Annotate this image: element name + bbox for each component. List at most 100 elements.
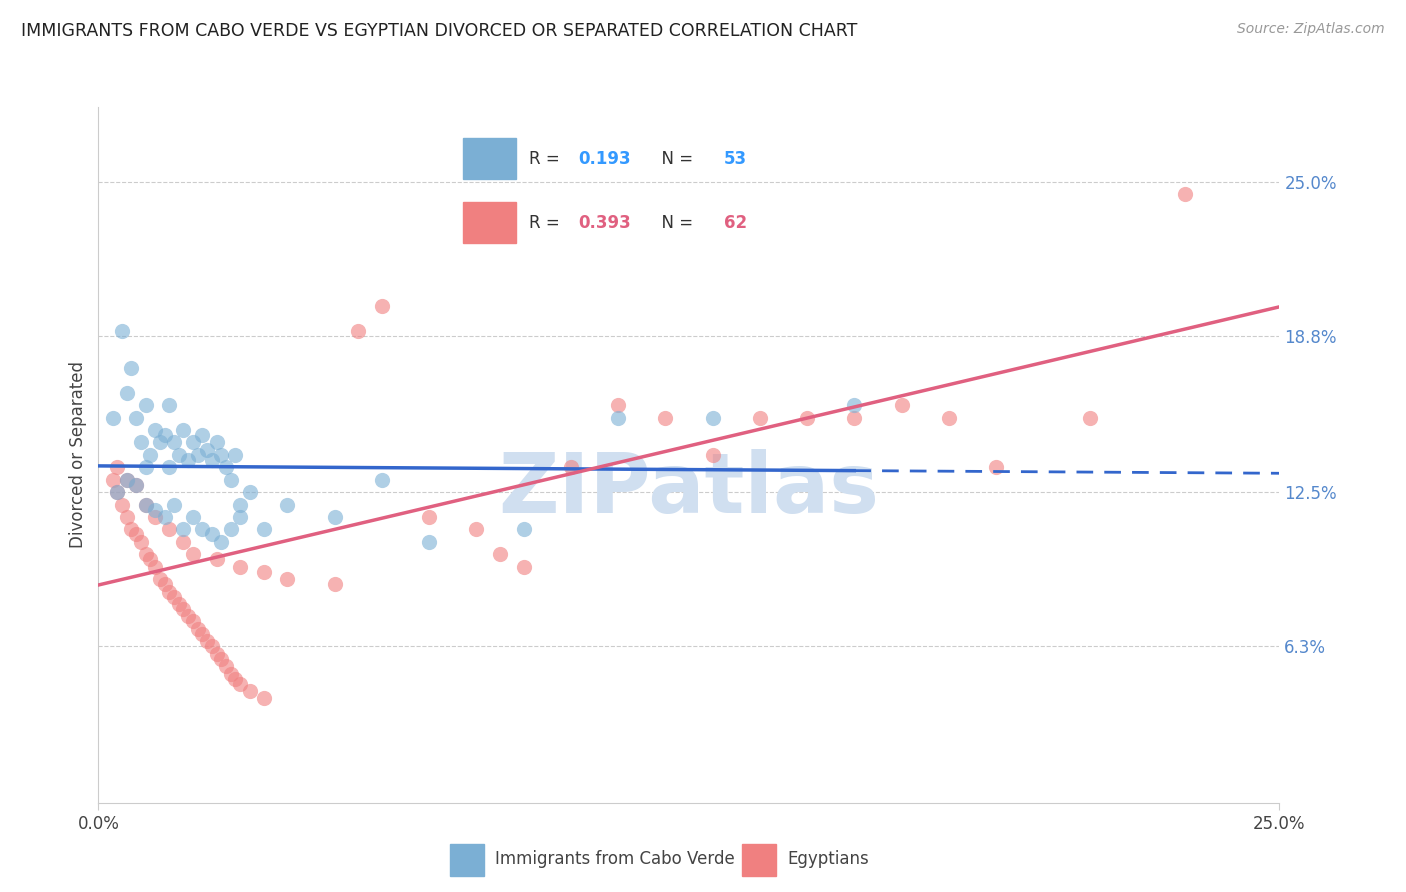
- Point: [181, 547, 204, 561]
- Point: [125, 477, 148, 491]
- Point: [129, 535, 152, 549]
- Point: [115, 473, 138, 487]
- Point: [157, 584, 180, 599]
- Point: [512, 559, 534, 574]
- Point: [129, 435, 152, 450]
- Point: [347, 324, 370, 338]
- Point: [253, 523, 276, 537]
- Point: [489, 547, 512, 561]
- Point: [394, 25, 416, 39]
- Point: [181, 510, 204, 524]
- Point: [135, 398, 157, 412]
- Point: [253, 565, 276, 579]
- Point: [418, 535, 440, 549]
- Point: [219, 523, 242, 537]
- Point: [191, 428, 214, 442]
- Point: [195, 634, 218, 648]
- Point: [172, 535, 194, 549]
- Point: [135, 460, 157, 475]
- Point: [1080, 410, 1102, 425]
- Point: [153, 428, 176, 442]
- Point: [219, 473, 242, 487]
- Point: [111, 324, 134, 338]
- Point: [209, 448, 232, 462]
- Point: [229, 559, 252, 574]
- Point: [143, 502, 166, 516]
- Point: [143, 510, 166, 524]
- Point: [111, 498, 134, 512]
- Point: [201, 453, 224, 467]
- Point: [135, 498, 157, 512]
- Point: [157, 523, 180, 537]
- Point: [181, 435, 204, 450]
- Point: [276, 572, 298, 586]
- Bar: [450, 844, 484, 876]
- Point: [125, 527, 148, 541]
- Point: [276, 498, 298, 512]
- Point: [239, 485, 262, 500]
- Point: [654, 410, 676, 425]
- Point: [465, 523, 488, 537]
- Point: [191, 627, 214, 641]
- Point: [191, 523, 214, 537]
- Text: Source: ZipAtlas.com: Source: ZipAtlas.com: [1237, 22, 1385, 37]
- Point: [195, 442, 218, 457]
- Point: [560, 460, 582, 475]
- Point: [157, 460, 180, 475]
- Point: [607, 398, 630, 412]
- Point: [201, 639, 224, 653]
- Point: [187, 622, 209, 636]
- Point: [205, 647, 228, 661]
- Point: [115, 510, 138, 524]
- Point: [224, 672, 246, 686]
- Point: [163, 498, 186, 512]
- Point: [167, 597, 190, 611]
- Point: [172, 602, 194, 616]
- Point: [796, 410, 818, 425]
- Point: [139, 448, 162, 462]
- Point: [149, 572, 172, 586]
- Bar: [742, 844, 776, 876]
- Point: [512, 523, 534, 537]
- Point: [157, 398, 180, 412]
- Point: [323, 510, 346, 524]
- Text: Immigrants from Cabo Verde: Immigrants from Cabo Verde: [495, 849, 735, 868]
- Point: [177, 609, 200, 624]
- Point: [239, 684, 262, 698]
- Point: [844, 398, 866, 412]
- Point: [172, 523, 194, 537]
- Point: [163, 590, 186, 604]
- Point: [229, 676, 252, 690]
- Point: [143, 423, 166, 437]
- Point: [177, 453, 200, 467]
- Point: [149, 435, 172, 450]
- Point: [938, 410, 960, 425]
- Point: [201, 527, 224, 541]
- Point: [229, 498, 252, 512]
- Point: [167, 448, 190, 462]
- Point: [607, 410, 630, 425]
- Point: [890, 398, 912, 412]
- Point: [371, 473, 394, 487]
- Point: [153, 510, 176, 524]
- Point: [115, 385, 138, 400]
- Point: [702, 448, 724, 462]
- Point: [163, 435, 186, 450]
- Point: [125, 410, 148, 425]
- Point: [105, 485, 128, 500]
- Point: [224, 448, 246, 462]
- Point: [209, 651, 232, 665]
- Point: [209, 535, 232, 549]
- Point: [139, 552, 162, 566]
- Point: [172, 423, 194, 437]
- Point: [143, 559, 166, 574]
- Point: [1174, 187, 1197, 202]
- Point: [844, 410, 866, 425]
- Point: [371, 299, 394, 313]
- Text: ZIPatlas: ZIPatlas: [499, 450, 879, 530]
- Point: [205, 435, 228, 450]
- Point: [101, 410, 124, 425]
- Point: [153, 577, 176, 591]
- Point: [748, 410, 770, 425]
- Point: [229, 510, 252, 524]
